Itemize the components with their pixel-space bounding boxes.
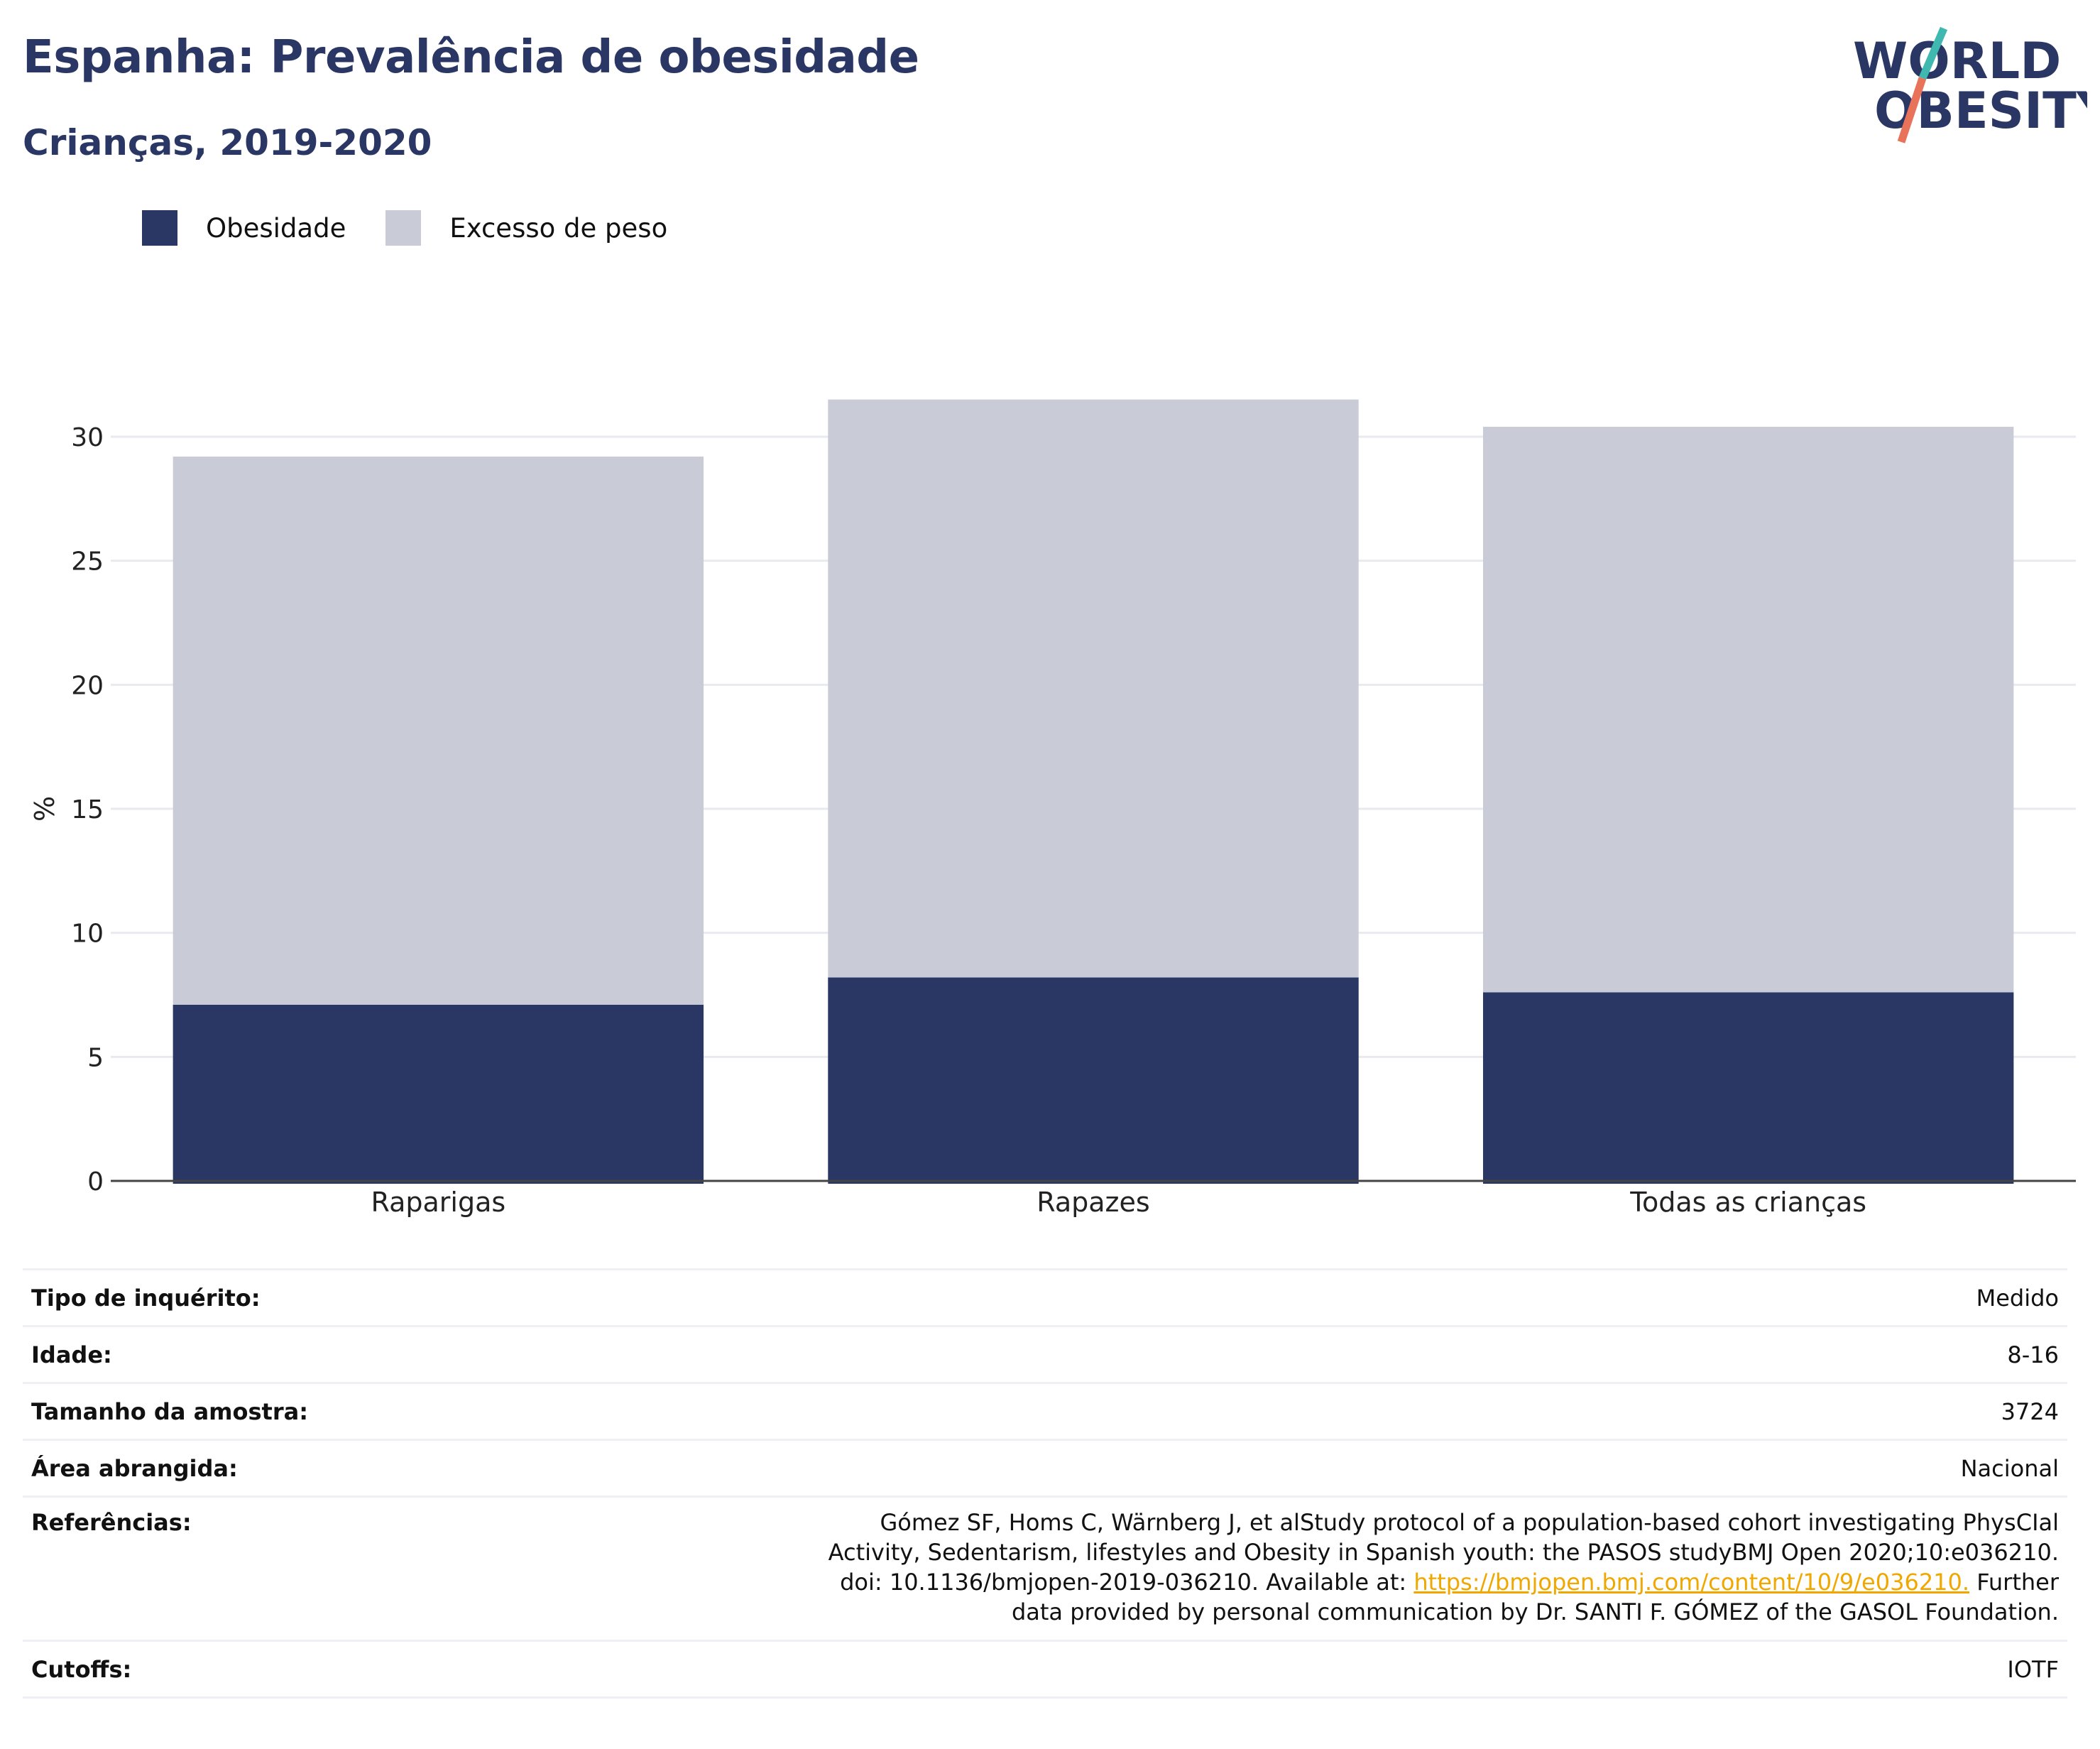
info-label-cutoffs: Cutoffs: [23, 1640, 317, 1699]
x-tick-label-2: Todas as crianças [1629, 1187, 1866, 1218]
legend-label-overweight: Excesso de peso [449, 212, 668, 244]
info-label-area: Área abrangida: [23, 1439, 317, 1498]
reference-link[interactable]: https://bmjopen.bmj.com/content/10/9/e03… [1413, 1569, 1970, 1596]
info-row-cutoffs: Cutoffs: IOTF [23, 1640, 2067, 1699]
logo-line-1: WORLD [1853, 32, 2061, 90]
info-row-references: Referências: Gómez SF, Homs C, Wärnberg … [23, 1496, 2067, 1642]
legend-label-obesity: Obesidade [206, 212, 346, 244]
info-label-sample-size: Tamanho da amostra: [23, 1383, 317, 1441]
y-tick-label-15: 15 [71, 795, 104, 824]
legend-item-overweight[interactable]: Excesso de peso [385, 210, 667, 246]
info-value-references: Gómez SF, Homs C, Wärnberg J, et alStudy… [317, 1496, 2067, 1642]
info-label-age: Idade: [23, 1326, 317, 1384]
bar-obesity-0 [173, 1004, 704, 1184]
x-tick-label-1: Rapazes [1037, 1187, 1149, 1218]
legend-swatch-obesity [142, 210, 177, 246]
world-obesity-logo: WORLD OBESITY [1853, 26, 2087, 143]
y-tick-label-20: 20 [71, 671, 104, 700]
y-tick-label-25: 25 [71, 547, 104, 577]
y-tick-label-5: 5 [87, 1043, 104, 1072]
info-value-cutoffs: IOTF [317, 1640, 2067, 1699]
survey-info-table: Tipo de inquérito: Medido Idade: 8-16 Ta… [23, 1268, 2067, 1699]
info-row-area: Área abrangida: Nacional [23, 1439, 2067, 1498]
x-tick-label-0: Raparigas [371, 1187, 506, 1218]
page-title: Espanha: Prevalência de obesidade [23, 31, 919, 84]
logo-slash-coral [1897, 77, 1927, 143]
info-value-survey-type: Medido [317, 1269, 2067, 1327]
info-value-area: Nacional [317, 1439, 2067, 1498]
y-axis-title: % [29, 796, 60, 822]
page-subtitle: Crianças, 2019-2020 [23, 122, 432, 163]
bar-chart: 0 5 10 15 20 25 30% Raparigas Rapazes Todas as cr… [29, 399, 2076, 1218]
y-tick-label-30: 30 [71, 423, 104, 452]
info-label-references: Referências: [23, 1496, 317, 1642]
bar-obesity-2 [1482, 992, 2014, 1184]
info-label-survey-type: Tipo de inquérito: [23, 1269, 317, 1327]
reference-text-continued: Further data provided by personal commun… [1011, 1569, 2059, 1625]
y-tick-label-0: 0 [87, 1167, 104, 1197]
info-row-age: Idade: 8-16 [23, 1326, 2067, 1384]
reference-text: Gómez SF, Homs C, Wärnberg J, et alStudy… [828, 1509, 2059, 1596]
legend-item-obesity[interactable]: Obesidade [142, 210, 346, 246]
legend-swatch-overweight [385, 210, 422, 246]
info-row-sample-size: Tamanho da amostra: 3724 [23, 1383, 2067, 1441]
chart-legend: Obesidade Excesso de peso [142, 210, 707, 246]
y-tick-label-10: 10 [71, 920, 104, 949]
info-row-survey-type: Tipo de inquérito: Medido [23, 1269, 2067, 1327]
logo-slash-teal [1918, 26, 1948, 80]
bar-obesity-1 [828, 977, 1359, 1184]
info-value-age: 8-16 [317, 1326, 2067, 1384]
info-value-sample-size: 3724 [317, 1383, 2067, 1441]
